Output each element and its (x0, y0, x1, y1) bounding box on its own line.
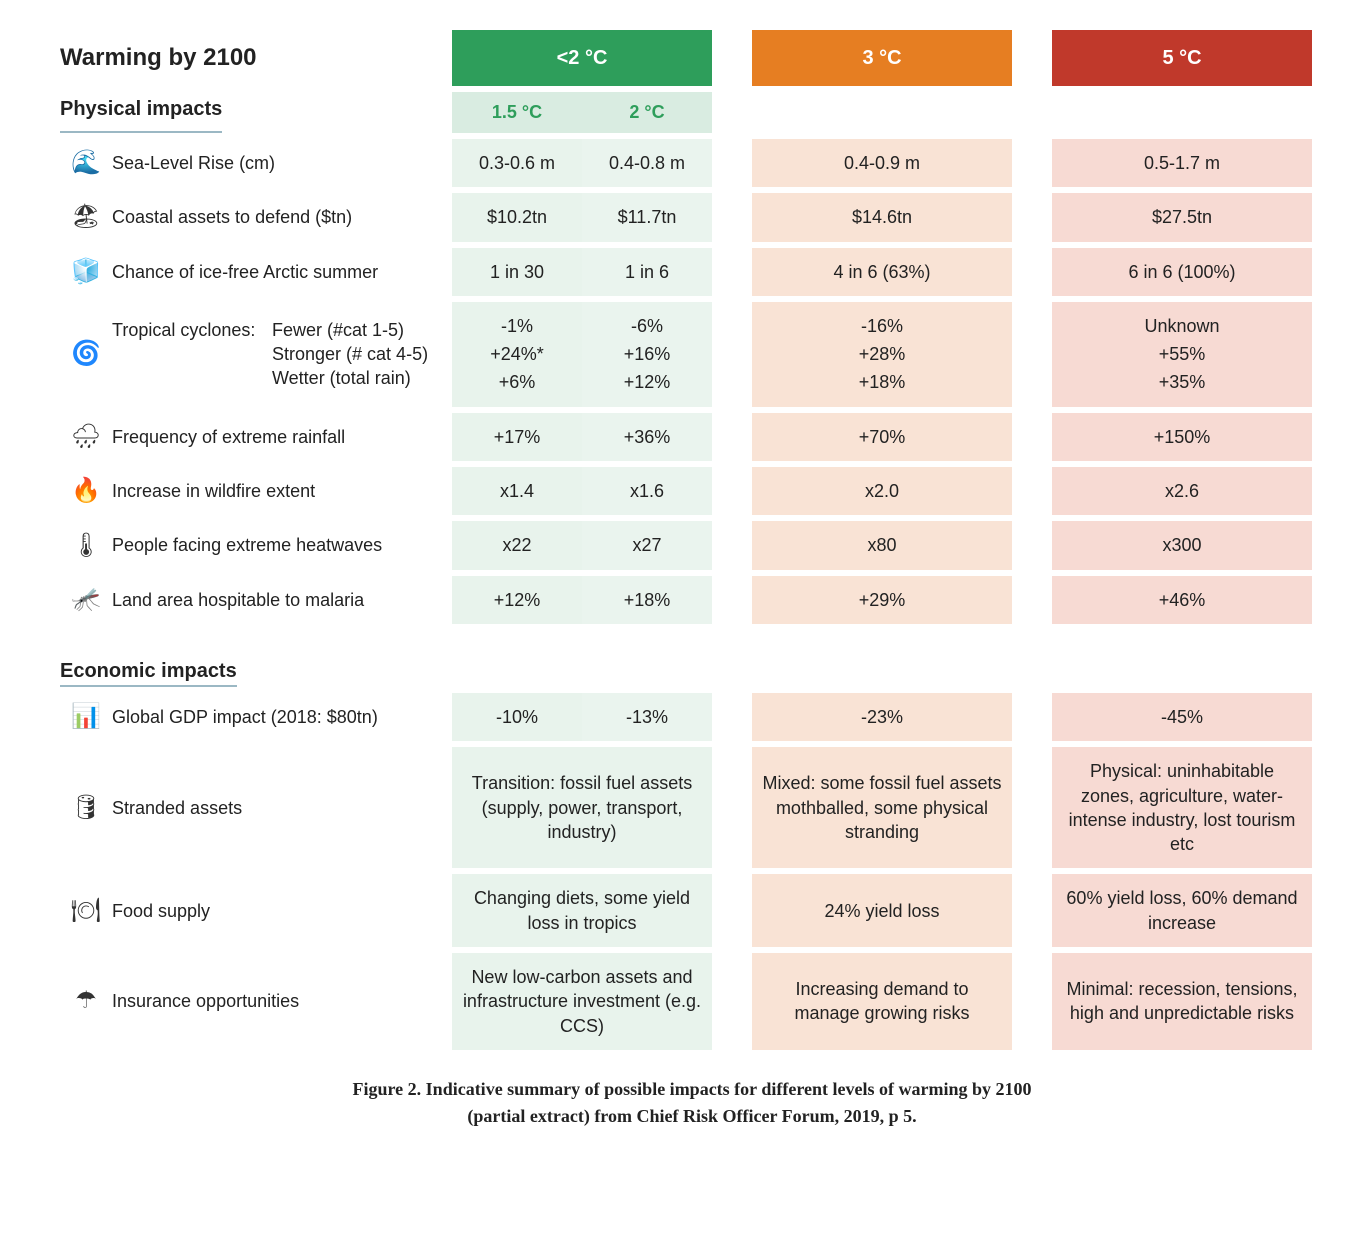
data-cell: Physical: uninhabitable zones, agricultu… (1052, 747, 1312, 868)
data-cell: $14.6tn (752, 193, 1012, 241)
data-cell: 6 in 6 (100%) (1052, 248, 1312, 296)
row-label: Frequency of extreme rainfall (112, 413, 452, 461)
caption-line-1: Figure 2. Indicative summary of possible… (353, 1079, 1032, 1099)
row-icon: 🌊 (60, 139, 112, 187)
data-cell: +36% (582, 413, 712, 461)
data-cell: +18% (582, 576, 712, 624)
section-economic-label: Economic impacts (60, 654, 237, 687)
caption-line-2: (partial extract) from Chief Risk Office… (467, 1106, 916, 1126)
row-label: Chance of ice-free Arctic summer (112, 248, 452, 296)
row-icon: 🦟 (60, 576, 112, 624)
row-icon: 🛢 (60, 747, 112, 868)
row-label: Increase in wildfire extent (112, 467, 452, 515)
data-cell: 4 in 6 (63%) (752, 248, 1012, 296)
data-cell: -16%+28%+18% (752, 302, 1012, 407)
data-cell: Unknown+55%+35% (1052, 302, 1312, 407)
row-label: Food supply (112, 874, 452, 947)
data-cell: -45% (1052, 693, 1312, 741)
data-cell: 24% yield loss (752, 874, 1012, 947)
section-physical-label: Physical impacts (60, 92, 222, 133)
data-cell: 0.5-1.7 m (1052, 139, 1312, 187)
row-icon: 🧊 (60, 248, 112, 296)
data-cell: Increasing demand to manage growing risk… (752, 953, 1012, 1050)
row-icon: 🏖 (60, 193, 112, 241)
row-label: Global GDP impact (2018: $80tn) (112, 693, 452, 741)
data-cell: x1.6 (582, 467, 712, 515)
impacts-table: Warming by 2100<2 °C 3 °C 5 °C Physical imp… (60, 30, 1324, 1050)
data-cell: Minimal: recession, tensions, high and u… (1052, 953, 1312, 1050)
data-cell: +46% (1052, 576, 1312, 624)
data-cell: x1.4 (452, 467, 582, 515)
data-cell: x300 (1052, 521, 1312, 569)
data-cell: -10% (452, 693, 582, 741)
row-icon: 🌧 (60, 413, 112, 461)
row-icon: 🌀 (60, 302, 112, 407)
row-icon: 📊 (60, 693, 112, 741)
data-cell: -23% (752, 693, 1012, 741)
data-cell: Mixed: some fossil fuel assets mothballe… (752, 747, 1012, 868)
data-cell: Changing diets, some yield loss in tropi… (452, 874, 712, 947)
header-under-2c: <2 °C (452, 30, 712, 86)
row-label: Insurance opportunities (112, 953, 452, 1050)
data-cell: 1 in 6 (582, 248, 712, 296)
table-title: Warming by 2100 (60, 30, 452, 86)
data-cell: Transition: fossil fuel assets (supply, … (452, 747, 712, 868)
figure-caption: Figure 2. Indicative summary of possible… (60, 1076, 1324, 1130)
data-cell: 0.4-0.8 m (582, 139, 712, 187)
data-cell: +150% (1052, 413, 1312, 461)
header-5c: 5 °C (1052, 30, 1312, 86)
data-cell: x2.6 (1052, 467, 1312, 515)
data-cell: -6%+16%+12% (582, 302, 712, 407)
data-cell: $10.2tn (452, 193, 582, 241)
data-cell: 60% yield loss, 60% demand increase (1052, 874, 1312, 947)
data-cell: x22 (452, 521, 582, 569)
data-cell: -13% (582, 693, 712, 741)
data-cell: $27.5tn (1052, 193, 1312, 241)
data-cell: 0.4-0.9 m (752, 139, 1012, 187)
data-cell: x80 (752, 521, 1012, 569)
data-cell: $11.7tn (582, 193, 712, 241)
row-icon: ☂ (60, 953, 112, 1050)
data-cell: 0.3-0.6 m (452, 139, 582, 187)
row-icon: 🔥 (60, 467, 112, 515)
data-cell: +17% (452, 413, 582, 461)
data-cell: +12% (452, 576, 582, 624)
row-icon: 🍽 (60, 874, 112, 947)
data-cell: -1%+24%*+6% (452, 302, 582, 407)
header-3c: 3 °C (752, 30, 1012, 86)
data-cell: x2.0 (752, 467, 1012, 515)
subheader-1-5c: 1.5 °C (452, 92, 582, 133)
data-cell: x27 (582, 521, 712, 569)
row-label: Land area hospitable to malaria (112, 576, 452, 624)
row-label: Coastal assets to defend ($tn) (112, 193, 452, 241)
row-icon: 🌡 (60, 521, 112, 569)
row-label: Sea-Level Rise (cm) (112, 139, 452, 187)
row-label: People facing extreme heatwaves (112, 521, 452, 569)
row-label: Tropical cyclones:Fewer (#cat 1-5)Strong… (112, 302, 452, 407)
data-cell: +29% (752, 576, 1012, 624)
data-cell: +70% (752, 413, 1012, 461)
subheader-2c: 2 °C (582, 92, 712, 133)
data-cell: 1 in 30 (452, 248, 582, 296)
row-label: Stranded assets (112, 747, 452, 868)
data-cell: New low-carbon assets and infrastructure… (452, 953, 712, 1050)
